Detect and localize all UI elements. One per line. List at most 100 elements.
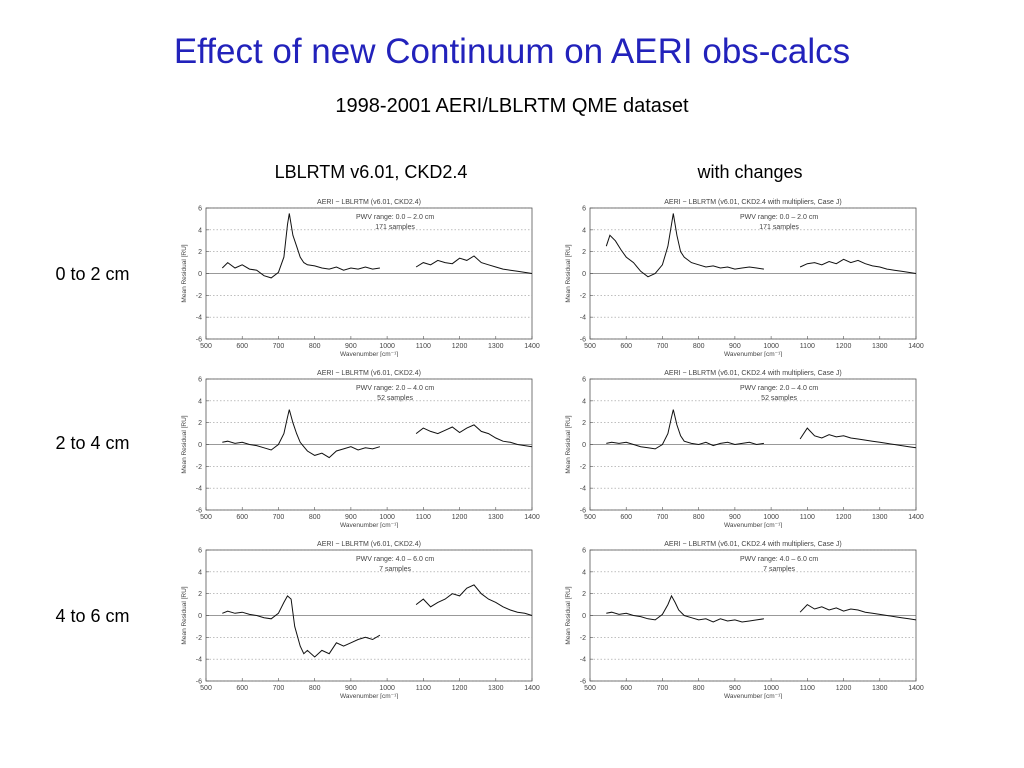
row-label-4-6cm: 4 to 6 cm xyxy=(55,606,130,626)
y-tick-label: 4 xyxy=(582,227,586,234)
x-tick-label: 700 xyxy=(657,685,669,692)
y-tick-label: 4 xyxy=(198,227,202,234)
chart-svg: -6 -4 -2 0 2 4 6 500 600 700 800 900 1000 1100 1200 130… xyxy=(181,370,540,528)
x-tick-label: 1300 xyxy=(872,685,888,692)
slide-subtitle: 1998-2001 AERI/LBLRTM QME dataset xyxy=(335,95,689,117)
x-tick-label: 1400 xyxy=(524,685,540,692)
x-axis-label: Wavenumber [cm⁻¹] xyxy=(340,522,398,528)
x-tick-label: 1300 xyxy=(872,514,888,521)
y-axis-label: Mean Residual [RU] xyxy=(565,415,572,473)
y-tick-label: 6 xyxy=(582,548,586,555)
chart-svg: -6 -4 -2 0 2 4 6 500 600 700 800 900 1000 1100 1200 130… xyxy=(565,199,924,357)
x-tick-label: 1200 xyxy=(452,685,468,692)
y-tick-label: 6 xyxy=(198,377,202,384)
y-tick-label: 0 xyxy=(582,271,586,278)
x-tick-label: 1300 xyxy=(488,685,504,692)
row-label-2-4cm: 2 to 4 cm xyxy=(55,433,130,453)
x-tick-label: 800 xyxy=(693,685,705,692)
y-tick-label: -4 xyxy=(580,486,586,493)
plot-annotation: 7 samples xyxy=(763,566,795,573)
series-line xyxy=(222,409,381,459)
x-tick-label: 1400 xyxy=(908,514,924,521)
plot-annotation: 171 samples xyxy=(375,224,415,231)
series-line xyxy=(222,595,381,658)
y-tick-label: -4 xyxy=(196,657,202,664)
x-tick-label: 1200 xyxy=(836,343,852,350)
plot-title: AERI − LBLRTM (v6.01, CKD2.4) xyxy=(317,541,421,548)
x-tick-label: 1300 xyxy=(872,343,888,350)
plot-annotation: 52 samples xyxy=(377,395,413,402)
x-tick-label: 1300 xyxy=(488,514,504,521)
plot-annotation: PWV range: 4.0 – 6.0 cm xyxy=(356,556,434,563)
plot-title: AERI − LBLRTM (v6.01, CKD2.4 with multip… xyxy=(664,541,841,548)
y-tick-label: 2 xyxy=(582,591,586,598)
y-tick-label: -2 xyxy=(580,635,586,642)
x-tick-label: 800 xyxy=(309,685,321,692)
plot-annotation: PWV range: 2.0 – 4.0 cm xyxy=(740,385,818,392)
x-tick-label: 1100 xyxy=(800,685,815,692)
series-line xyxy=(799,427,917,449)
plot-annotation: 52 samples xyxy=(761,395,797,402)
x-tick-label: 600 xyxy=(236,514,248,521)
residual-plot-0-2cm-baseline: -6 -4 -2 0 2 4 6 500 600 700 800 900 1000 1100 1200 130… xyxy=(178,195,540,357)
x-tick-label: 500 xyxy=(200,685,212,692)
y-axis-label: Mean Residual [RU] xyxy=(181,415,188,473)
y-tick-label: -6 xyxy=(196,508,202,515)
y-tick-label: 0 xyxy=(198,613,202,620)
y-axis-label: Mean Residual [RU] xyxy=(181,244,188,302)
series-line xyxy=(799,603,917,621)
y-tick-label: -6 xyxy=(196,679,202,686)
x-tick-label: 1100 xyxy=(416,514,431,521)
y-tick-label: 2 xyxy=(198,420,202,427)
y-tick-label: -6 xyxy=(580,508,586,515)
x-tick-label: 900 xyxy=(345,514,357,521)
y-tick-label: 2 xyxy=(198,591,202,598)
plot-title: AERI − LBLRTM (v6.01, CKD2.4) xyxy=(317,370,421,377)
y-tick-label: -2 xyxy=(196,635,202,642)
y-tick-label: 4 xyxy=(198,569,202,576)
plot-title: AERI − LBLRTM (v6.01, CKD2.4 with multip… xyxy=(664,199,841,206)
x-tick-label: 700 xyxy=(273,685,285,692)
x-tick-label: 1300 xyxy=(488,343,504,350)
series-line xyxy=(799,258,917,274)
column-heading-changes: with changes xyxy=(697,162,803,182)
chart-svg: -6 -4 -2 0 2 4 6 500 600 700 800 900 1000 1100 1200 130… xyxy=(565,541,924,699)
x-tick-label: 1000 xyxy=(379,343,395,350)
column-heading-baseline: LBLRTM v6.01, CKD2.4 xyxy=(274,162,468,182)
x-tick-label: 500 xyxy=(584,685,596,692)
row-label-0-2cm: 0 to 2 cm xyxy=(55,264,130,284)
x-tick-label: 800 xyxy=(309,514,321,521)
plot-annotation: 7 samples xyxy=(379,566,411,573)
residual-plot-4-6cm-changes: -6 -4 -2 0 2 4 6 500 600 700 800 900 1000 1100 1200 130… xyxy=(562,537,924,699)
y-tick-label: 4 xyxy=(582,569,586,576)
y-tick-label: 6 xyxy=(582,377,586,384)
x-tick-label: 800 xyxy=(693,514,705,521)
y-tick-label: -2 xyxy=(580,293,586,300)
y-tick-label: 0 xyxy=(198,271,202,278)
x-tick-label: 1000 xyxy=(763,343,779,350)
x-tick-label: 1200 xyxy=(836,685,852,692)
x-tick-label: 1000 xyxy=(763,514,779,521)
y-tick-label: 4 xyxy=(198,398,202,405)
x-tick-label: 600 xyxy=(620,685,632,692)
residual-plot-4-6cm-baseline: -6 -4 -2 0 2 4 6 500 600 700 800 900 1000 1100 1200 130… xyxy=(178,537,540,699)
y-tick-label: -4 xyxy=(196,486,202,493)
x-tick-label: 1400 xyxy=(908,685,924,692)
y-tick-label: 0 xyxy=(198,442,202,449)
series-line xyxy=(606,409,764,450)
series-line xyxy=(605,213,764,278)
x-tick-label: 900 xyxy=(345,685,357,692)
y-tick-label: 0 xyxy=(582,613,586,620)
plot-annotation: PWV range: 4.0 – 6.0 cm xyxy=(740,556,818,563)
residual-plot-2-4cm-baseline: -6 -4 -2 0 2 4 6 500 600 700 800 900 1000 1100 1200 130… xyxy=(178,366,540,528)
x-tick-label: 800 xyxy=(309,343,321,350)
y-tick-label: -4 xyxy=(580,315,586,322)
x-tick-label: 1400 xyxy=(908,343,924,350)
x-tick-label: 800 xyxy=(693,343,705,350)
x-tick-label: 1200 xyxy=(452,343,468,350)
y-tick-label: 2 xyxy=(198,249,202,256)
series-line xyxy=(221,213,380,279)
x-tick-label: 900 xyxy=(729,343,741,350)
x-tick-label: 1000 xyxy=(763,685,779,692)
x-tick-label: 1100 xyxy=(800,343,815,350)
